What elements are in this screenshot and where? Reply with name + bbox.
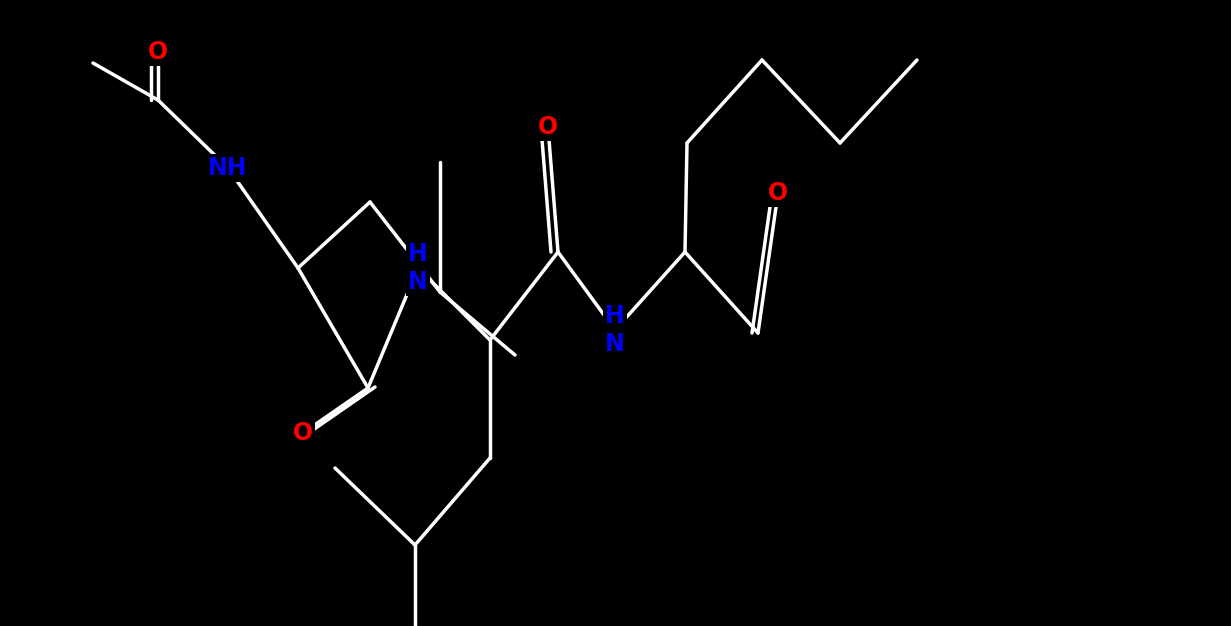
Text: NH: NH [208,156,247,180]
Text: O: O [538,115,558,139]
Text: H
N: H N [606,304,625,356]
Text: O: O [148,40,169,64]
Text: H
N: H N [409,242,428,294]
Text: O: O [768,181,788,205]
Text: O: O [293,421,313,445]
